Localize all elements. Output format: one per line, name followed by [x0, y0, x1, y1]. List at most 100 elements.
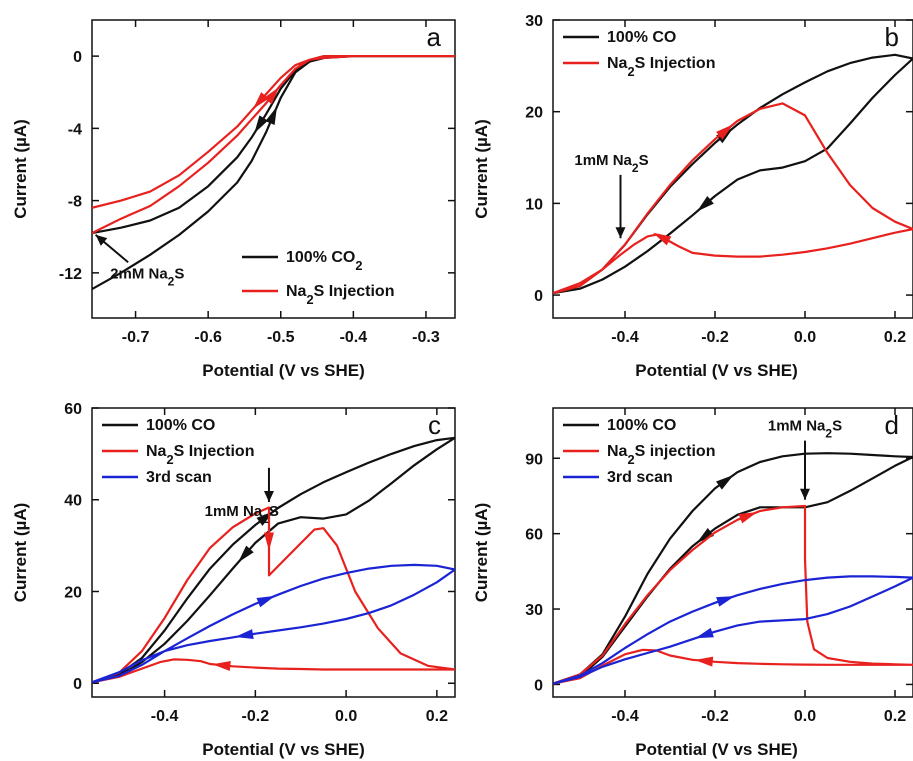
- x-axis-label: Potential (V vs SHE): [202, 740, 364, 759]
- direction-arrow: [238, 545, 254, 563]
- annotation-label: 1mM Na2S: [768, 418, 842, 441]
- y-tick-label: 0: [73, 49, 82, 66]
- y-axis-label: Current (µA): [472, 503, 491, 603]
- direction-arrow: [716, 474, 734, 490]
- series-line-red: [92, 506, 455, 684]
- legend-label: 3rd scan: [607, 469, 673, 486]
- panel-letter: b: [885, 22, 899, 52]
- legend-label: Na2S injection: [607, 443, 715, 467]
- y-tick-label: -8: [68, 194, 82, 211]
- legend-label: Na2S Injection: [607, 55, 715, 79]
- y-tick-label: 20: [64, 584, 82, 601]
- y-tick-label: 90: [525, 451, 543, 468]
- y-axis-label: Current (µA): [11, 119, 30, 219]
- series-line-red: [553, 102, 913, 295]
- panel-letter: a: [427, 22, 442, 52]
- x-tick-label: -0.3: [412, 329, 440, 346]
- x-tick-label: 0.2: [884, 708, 906, 725]
- x-tick-label: -0.2: [701, 329, 729, 346]
- x-tick-label: -0.5: [267, 329, 295, 346]
- series-line-black: [553, 53, 913, 295]
- annotation-label: 1mM Na2S: [205, 503, 279, 526]
- x-tick-label: 0.0: [794, 329, 816, 346]
- direction-arrow: [694, 656, 714, 667]
- x-tick-label: -0.2: [701, 708, 729, 725]
- y-tick-label: 0: [534, 677, 543, 694]
- x-tick-label: -0.6: [194, 329, 222, 346]
- x-tick-label: 0.2: [884, 329, 906, 346]
- series-line-blue: [553, 575, 913, 685]
- legend-label: 100% CO: [607, 29, 676, 46]
- direction-arrow: [716, 596, 735, 607]
- legend-label: 3rd scan: [146, 469, 212, 486]
- legend-label: 100% CO2: [286, 249, 363, 273]
- direction-arrow: [265, 106, 278, 126]
- data-area: [553, 53, 913, 295]
- legend-label: Na2S Injection: [286, 283, 394, 307]
- direction-arrow: [252, 92, 269, 109]
- series-line-red: [553, 504, 913, 685]
- y-tick-label: 10: [525, 196, 543, 213]
- direction-arrow: [254, 115, 268, 134]
- x-tick-label: -0.4: [611, 708, 639, 725]
- x-tick-label: 0.0: [794, 708, 816, 725]
- y-tick-label: 30: [525, 602, 543, 619]
- y-axis-label: Current (µA): [11, 503, 30, 603]
- plot-frame: [552, 19, 913, 319]
- direction-arrow: [716, 124, 734, 140]
- series-line-blue: [92, 563, 455, 684]
- y-axis-label: Current (µA): [472, 119, 491, 219]
- direction-arrow: [263, 532, 274, 551]
- panel-c: -0.4 -0.2 0.0 0.2 0 20 40 60 Potential (V vs SHE…: [11, 401, 456, 759]
- plot-frame: [91, 407, 456, 698]
- annotation-arrow-head: [95, 234, 108, 246]
- data-area: [92, 436, 455, 684]
- series-line-black: [553, 452, 913, 685]
- plot-frame: [91, 19, 456, 319]
- x-tick-label: -0.4: [611, 329, 639, 346]
- x-tick-label: 0.2: [426, 708, 448, 725]
- x-tick-label: -0.2: [242, 708, 270, 725]
- annotation-arrow-head: [263, 491, 274, 503]
- direction-arrow: [696, 527, 714, 543]
- y-tick-label: 60: [525, 527, 543, 544]
- y-tick-label: 20: [525, 105, 543, 122]
- y-tick-label: 0: [73, 676, 82, 693]
- direction-arrow: [695, 627, 714, 639]
- direction-arrow: [256, 595, 276, 608]
- data-area: [553, 452, 913, 685]
- y-tick-label: -12: [59, 266, 82, 283]
- x-axis-label: Potential (V vs SHE): [635, 361, 797, 380]
- direction-arrow: [652, 232, 672, 246]
- panel-letter: c: [428, 410, 441, 440]
- annotation-label: 2mM Na2S: [110, 265, 184, 288]
- annotation-arrow-head: [615, 227, 626, 239]
- y-tick-label: -4: [68, 121, 82, 138]
- series-line-black: [92, 436, 455, 684]
- y-tick-label: 40: [64, 493, 82, 510]
- annotation-arrow-head: [800, 488, 810, 500]
- x-axis-label: Potential (V vs SHE): [635, 740, 797, 759]
- x-tick-label: -0.4: [151, 708, 179, 725]
- panel-a: -0.7 -0.6 -0.5 -0.4 -0.3 0 -4 -8 -12 Potential (V…: [11, 19, 456, 380]
- direction-arrow: [212, 661, 231, 671]
- legend-label: 100% CO: [146, 417, 215, 434]
- series-line-red: [92, 54, 455, 235]
- direction-arrow: [263, 87, 280, 105]
- direction-arrow: [235, 629, 254, 640]
- y-tick-label: 60: [64, 401, 82, 418]
- direction-arrow: [696, 196, 714, 212]
- legend-label: 100% CO: [607, 417, 676, 434]
- x-tick-label: 0.0: [335, 708, 357, 725]
- direction-arrow: [738, 512, 758, 524]
- x-tick-label: -0.7: [122, 329, 150, 346]
- legend-label: Na2S Injection: [146, 443, 254, 467]
- panel-d: -0.4 -0.2 0.0 0.2 0 30 60 90 Potential (V vs SHE…: [472, 407, 913, 759]
- y-tick-label: 0: [534, 288, 543, 305]
- series-line-black: [92, 54, 455, 291]
- panel-letter: d: [885, 410, 899, 440]
- x-axis-label: Potential (V vs SHE): [202, 361, 364, 380]
- plot-frame: [552, 407, 913, 698]
- y-tick-label: 30: [525, 13, 543, 30]
